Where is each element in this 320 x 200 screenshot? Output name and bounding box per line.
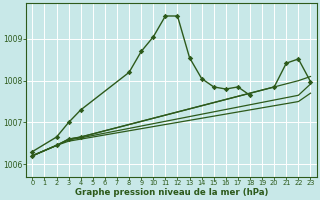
X-axis label: Graphe pression niveau de la mer (hPa): Graphe pression niveau de la mer (hPa): [75, 188, 268, 197]
